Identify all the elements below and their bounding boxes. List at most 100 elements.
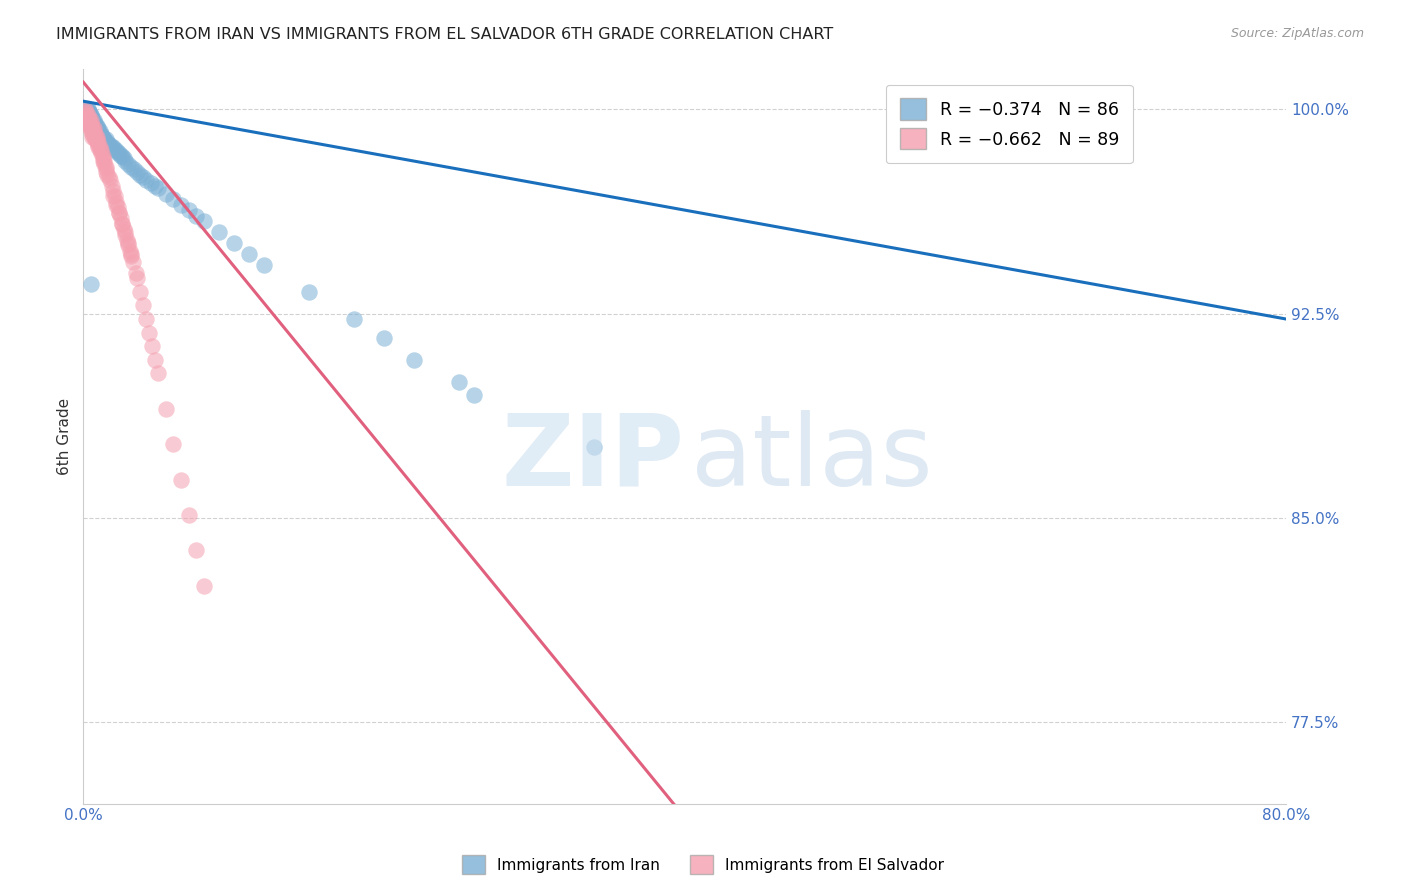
Point — [112, 222, 135, 236]
Point — [76, 103, 98, 117]
Point — [103, 140, 125, 154]
Point — [145, 178, 167, 193]
Point — [84, 121, 107, 136]
Point — [129, 285, 152, 299]
Point — [117, 238, 139, 252]
Point — [83, 124, 105, 138]
Point — [101, 178, 124, 193]
Point — [98, 137, 121, 152]
Point — [82, 121, 104, 136]
Point — [83, 113, 105, 128]
Point — [82, 127, 104, 141]
Point — [94, 165, 117, 179]
Point — [90, 127, 112, 141]
Point — [108, 206, 131, 220]
Point — [114, 154, 136, 169]
Point — [120, 246, 142, 260]
Point — [97, 170, 120, 185]
Point — [93, 154, 115, 169]
Point — [193, 579, 215, 593]
Point — [76, 111, 98, 125]
Point — [148, 181, 170, 195]
Text: atlas: atlas — [690, 409, 932, 507]
Point — [104, 189, 127, 203]
Point — [73, 103, 96, 117]
Point — [343, 312, 366, 326]
Point — [112, 152, 135, 166]
Point — [83, 116, 105, 130]
Point — [83, 127, 105, 141]
Point — [103, 189, 125, 203]
Point — [84, 124, 107, 138]
Text: ZIP: ZIP — [502, 409, 685, 507]
Point — [83, 121, 105, 136]
Point — [82, 111, 104, 125]
Point — [105, 194, 128, 209]
Text: IMMIGRANTS FROM IRAN VS IMMIGRANTS FROM EL SALVADOR 6TH GRADE CORRELATION CHART: IMMIGRANTS FROM IRAN VS IMMIGRANTS FROM … — [56, 27, 834, 42]
Point — [114, 225, 136, 239]
Point — [155, 401, 177, 416]
Point — [93, 132, 115, 146]
Point — [105, 197, 128, 211]
Point — [82, 124, 104, 138]
Point — [101, 140, 124, 154]
Point — [79, 108, 101, 122]
Point — [87, 129, 110, 144]
Point — [82, 121, 104, 136]
Point — [118, 244, 141, 258]
Point — [86, 132, 108, 146]
Point — [94, 162, 117, 177]
Point — [108, 206, 131, 220]
Point — [91, 132, 114, 146]
Point — [463, 388, 485, 402]
Point — [82, 113, 104, 128]
Point — [135, 173, 157, 187]
Point — [125, 266, 148, 280]
Point — [94, 132, 117, 146]
Point — [80, 124, 103, 138]
Point — [177, 203, 200, 218]
Point — [79, 119, 101, 133]
Point — [132, 170, 155, 185]
Point — [82, 119, 104, 133]
Point — [122, 255, 145, 269]
Point — [170, 197, 193, 211]
Point — [83, 121, 105, 136]
Point — [84, 116, 107, 130]
Point — [79, 105, 101, 120]
Y-axis label: 6th Grade: 6th Grade — [58, 398, 72, 475]
Point — [89, 127, 111, 141]
Point — [91, 129, 114, 144]
Point — [80, 113, 103, 128]
Point — [115, 233, 138, 247]
Point — [91, 154, 114, 169]
Point — [82, 116, 104, 130]
Point — [155, 186, 177, 201]
Point — [114, 227, 136, 242]
Point — [583, 440, 606, 454]
Point — [170, 473, 193, 487]
Point — [87, 124, 110, 138]
Point — [73, 103, 96, 117]
Point — [145, 352, 167, 367]
Point — [79, 111, 101, 125]
Point — [110, 148, 132, 162]
Point — [111, 217, 134, 231]
Point — [129, 168, 152, 182]
Point — [222, 235, 245, 250]
Point — [80, 111, 103, 125]
Point — [124, 162, 146, 177]
Point — [80, 108, 103, 122]
Point — [111, 217, 134, 231]
Point — [184, 543, 207, 558]
Point — [80, 277, 103, 291]
Legend: Immigrants from Iran, Immigrants from El Salvador: Immigrants from Iran, Immigrants from El… — [456, 849, 950, 880]
Point — [79, 116, 101, 130]
Point — [373, 331, 395, 345]
Point — [83, 119, 105, 133]
Point — [117, 157, 139, 171]
Point — [79, 105, 101, 120]
Point — [84, 119, 107, 133]
Point — [107, 200, 129, 214]
Point — [238, 246, 260, 260]
